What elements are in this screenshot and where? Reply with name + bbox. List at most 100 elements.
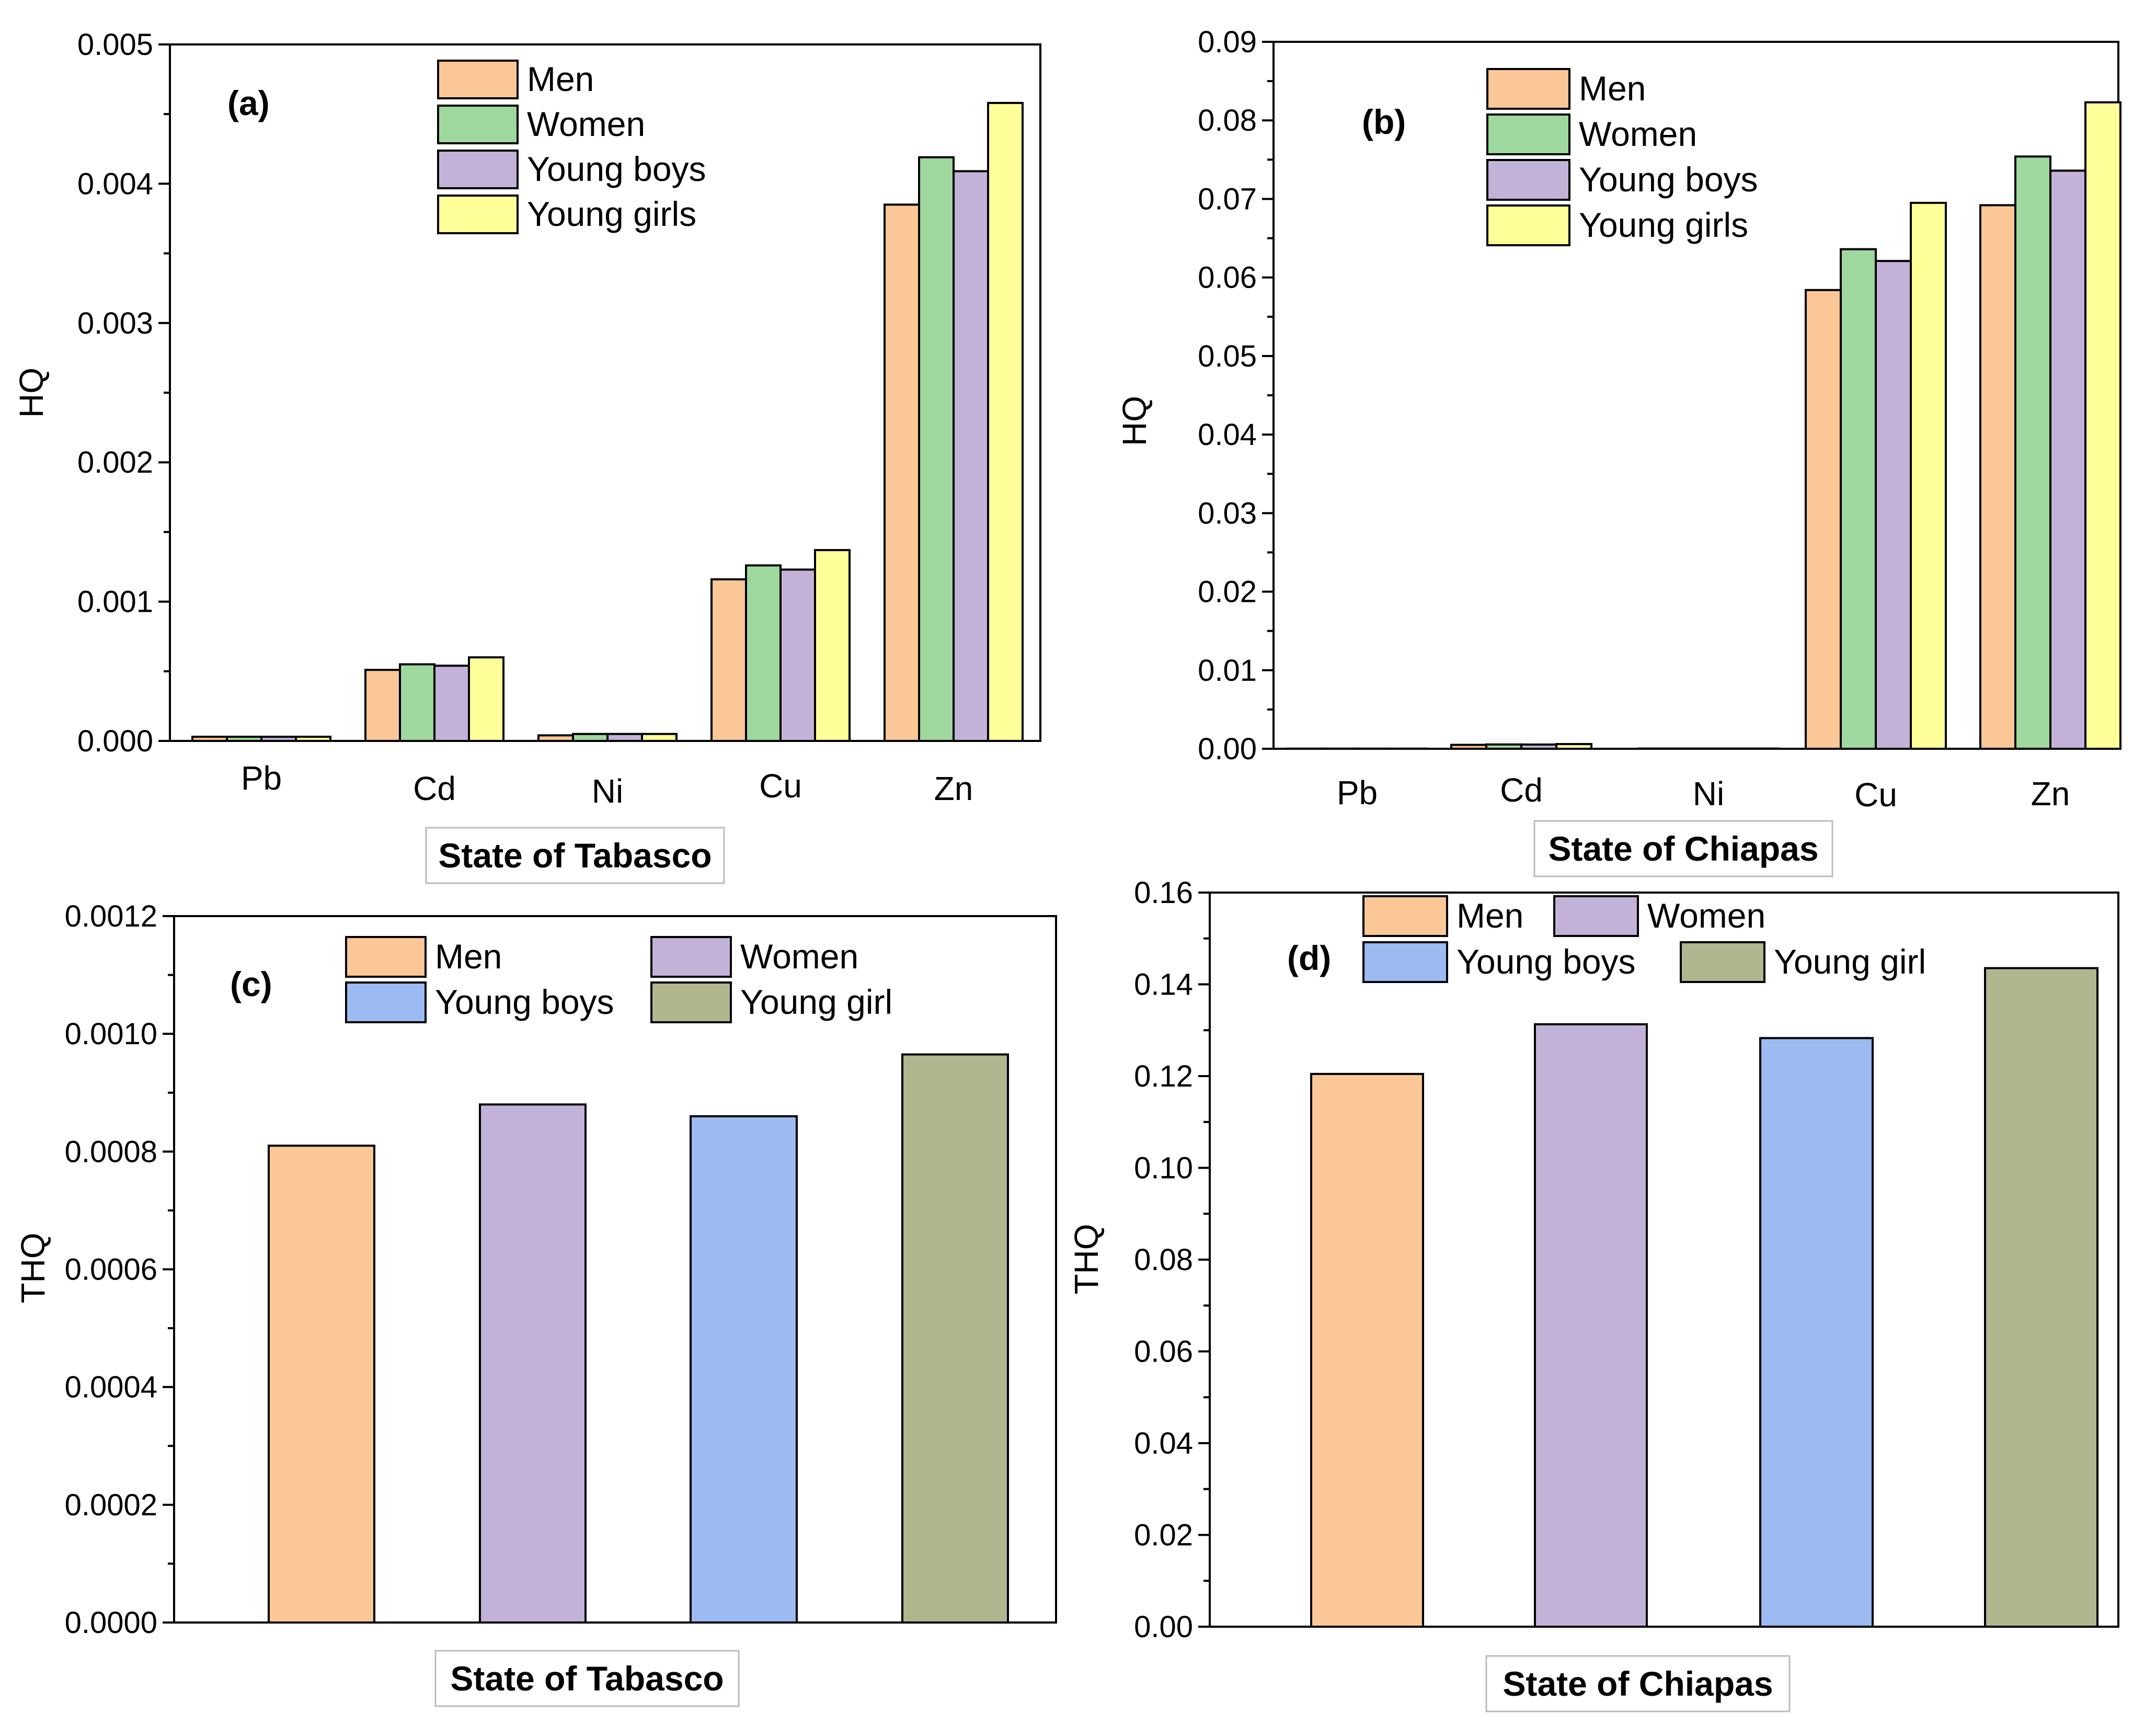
y-tick-label-c: 0.0000: [65, 1606, 157, 1640]
x-axis-title-box-b: [1533, 820, 1833, 877]
x-axis-title-d: State of Chiapas: [1503, 1664, 1773, 1703]
y-tick-label-b: 0.02: [1198, 575, 1257, 609]
bar-b-cd-women: [1485, 743, 1522, 750]
legend-label-a: Men: [527, 60, 594, 98]
bar-b-zn-young-girls: [2084, 101, 2121, 750]
x-axis-title-box-d: [1485, 1655, 1791, 1712]
legend-label-a: Young girls: [527, 195, 696, 233]
legend-label-c: Young girl: [740, 983, 892, 1021]
legend-swatch-d: [1362, 895, 1448, 937]
y-tick-label-c: 0.0010: [65, 1017, 157, 1051]
bar-a-zn-young-girls: [987, 101, 1024, 742]
y-tick-label-a: 0.000: [77, 724, 153, 758]
bar-d-young-girl: [1984, 967, 2098, 1628]
x-tick-label-b: Cu: [1854, 776, 1897, 814]
y-tick-label-d: 0.06: [1134, 1335, 1193, 1369]
bar-a-pb-women: [226, 736, 262, 742]
y-tick-label-b: 0.03: [1198, 496, 1257, 530]
bar-a-zn-men: [884, 203, 920, 742]
legend-swatch-c: [345, 981, 427, 1023]
y-tick-label-b: 0.08: [1198, 104, 1257, 138]
x-axis-title-box-a: [425, 827, 725, 884]
bar-a-pb-young-boys: [260, 736, 297, 742]
bar-a-zn-women: [918, 156, 955, 742]
legend-swatch-c: [345, 936, 427, 978]
y-tick-label-d: 0.04: [1134, 1426, 1193, 1460]
legend-swatch-b: [1486, 159, 1570, 201]
panel-a-hq-tabasco: 0.000 0.001 0.002 0.003 0.004 0.005 HQ (a) State…: [13, 28, 1041, 884]
x-tick-label-b: Cd: [1500, 771, 1543, 809]
x-tick-label-b: Pb: [1337, 774, 1378, 812]
x-tick-label-b: Ni: [1693, 775, 1724, 813]
bar-a-zn-young-boys: [953, 170, 989, 742]
legend-label-d: Young boys: [1457, 942, 1636, 981]
legend-label-d: Men: [1457, 896, 1523, 935]
x-tick-label-a: Cu: [759, 767, 802, 805]
y-axis-title-d: THQ: [1068, 1224, 1105, 1294]
y-tick-label-b: 0.01: [1198, 654, 1257, 688]
bar-a-cu-young-boys: [779, 568, 816, 742]
bar-a-cu-women: [745, 564, 782, 742]
bar-d-young-boys: [1759, 1037, 1874, 1628]
legend-swatch-a: [437, 195, 519, 234]
y-tick-label-b: 0.04: [1198, 418, 1257, 452]
bar-b-zn-young-boys: [2049, 169, 2086, 750]
y-tick-label-a: 0.001: [77, 585, 153, 619]
x-axis-title-a: State of Tabasco: [438, 836, 712, 875]
panel-d-thq-chiapas: 0.00 0.02 0.04 0.06 0.08 0.10 0.12 0.14 0.16 THQ (…: [1068, 876, 2119, 1712]
panel-c-thq-tabasco: 0.0000 0.0002 0.0004 0.0006 0.0008 0.0010 0.00…: [14, 899, 1057, 1707]
bar-b-cd-men: [1450, 744, 1487, 750]
y-axis-title-c: THQ: [14, 1232, 52, 1303]
panel-label-b: (b): [1362, 102, 1406, 141]
legend-swatch-c: [650, 981, 732, 1023]
bar-d-men: [1310, 1072, 1424, 1628]
legend-swatch-d: [1553, 895, 1639, 937]
bar-a-ni-young-boys: [606, 733, 643, 742]
bar-b-cu-men: [1805, 289, 1842, 750]
bar-d-women: [1534, 1023, 1648, 1628]
y-tick-label-c: 0.0006: [65, 1253, 157, 1287]
bar-a-cu-men: [710, 578, 747, 742]
x-tick-label-a: Cd: [413, 770, 456, 807]
bar-b-zn-women: [2014, 155, 2051, 750]
legend-label-b: Women: [1579, 115, 1697, 153]
x-tick-label-b: Zn: [2031, 775, 2070, 813]
y-tick-label-a: 0.004: [77, 167, 153, 201]
y-tick-label-a: 0.002: [77, 445, 153, 479]
bar-b-cu-women: [1840, 248, 1877, 750]
y-tick-label-c: 0.0008: [65, 1135, 157, 1169]
legend-swatch-b: [1486, 113, 1570, 155]
legend-swatch-d: [1680, 941, 1765, 983]
bar-b-cu-young-girls: [1910, 201, 1947, 750]
bar-c-men: [268, 1145, 375, 1624]
y-axis-title-b: HQ: [1116, 396, 1153, 446]
bar-b-cu-young-boys: [1875, 260, 1912, 750]
bar-c-women: [479, 1103, 587, 1624]
y-tick-label-d: 0.16: [1134, 876, 1193, 910]
y-tick-label-a: 0.003: [77, 306, 153, 340]
bar-b-zn-men: [1979, 204, 2016, 750]
y-tick-label-d: 0.02: [1134, 1518, 1193, 1552]
y-tick-label-d: 0.12: [1134, 1059, 1193, 1093]
y-axis-title-a: HQ: [13, 368, 50, 418]
legend-swatch-a: [437, 150, 519, 189]
legend-swatch-d: [1362, 941, 1448, 983]
x-tick-label-a: Zn: [934, 770, 973, 807]
x-axis-title-c: State of Tabasco: [450, 1659, 724, 1698]
panel-label-d: (d): [1287, 939, 1331, 977]
bar-a-cu-young-girls: [814, 549, 851, 742]
legend-label-b: Men: [1579, 69, 1646, 108]
legend-label-c: Young boys: [435, 983, 614, 1021]
legend-swatch-c: [650, 936, 732, 978]
y-tick-label-d: 0.08: [1134, 1243, 1193, 1277]
legend-swatch-a: [437, 105, 519, 144]
y-tick-label-d: 0.14: [1134, 968, 1193, 1002]
y-tick-label-c: 0.0002: [65, 1488, 157, 1522]
x-tick-label-a: Pb: [241, 759, 282, 797]
bar-c-young-boys: [690, 1115, 798, 1624]
x-axis-title-box-c: [434, 1650, 740, 1707]
y-tick-label-b: 0.09: [1198, 25, 1257, 59]
bar-a-ni-women: [572, 733, 609, 742]
legend-label-d: Young girl: [1774, 942, 1926, 981]
legend-label-d: Women: [1647, 896, 1765, 935]
